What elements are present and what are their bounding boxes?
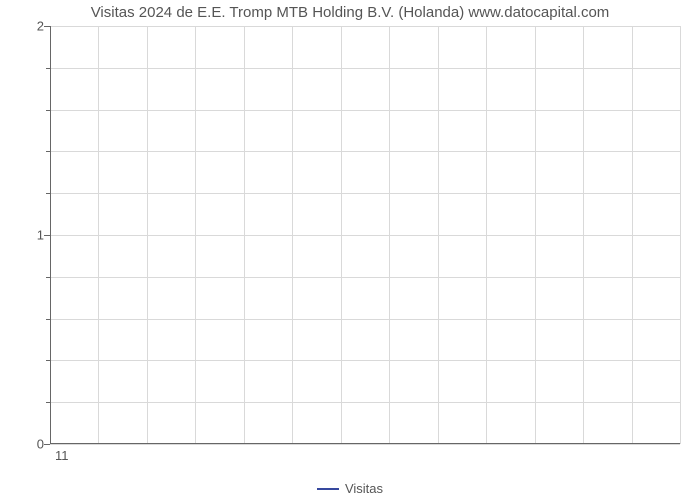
chart-title: Visitas 2024 de E.E. Tromp MTB Holding B… (0, 4, 700, 21)
y-tick-minor (46, 277, 50, 278)
grid-line-horizontal (50, 360, 680, 361)
grid-line-vertical (244, 26, 245, 444)
grid-line-horizontal (50, 110, 680, 111)
x-axis-line (50, 443, 680, 444)
grid-line-vertical (438, 26, 439, 444)
y-tick-minor (46, 360, 50, 361)
grid-line-vertical (341, 26, 342, 444)
y-tick-label: 1 (37, 228, 44, 243)
grid-line-vertical (680, 26, 681, 444)
grid-line-horizontal (50, 151, 680, 152)
y-axis-line (50, 26, 51, 444)
grid-line-vertical (147, 26, 148, 444)
legend-swatch (317, 488, 339, 490)
y-tick-label: 0 (37, 437, 44, 452)
x-tick-label: 11 (55, 448, 69, 463)
y-tick-minor (46, 402, 50, 403)
grid-line-vertical (583, 26, 584, 444)
grid-line-horizontal (50, 402, 680, 403)
grid-line-vertical (98, 26, 99, 444)
grid-line-horizontal (50, 26, 680, 27)
y-tick-minor (46, 319, 50, 320)
plot-area: 01211 (50, 26, 680, 444)
y-tick-minor (46, 151, 50, 152)
grid-line-vertical (389, 26, 390, 444)
y-tick-major (44, 235, 50, 236)
y-tick-minor (46, 68, 50, 69)
y-tick-minor (46, 193, 50, 194)
y-tick-label: 2 (37, 19, 44, 34)
grid-line-vertical (486, 26, 487, 444)
legend: Visitas (0, 480, 700, 496)
grid-line-vertical (292, 26, 293, 444)
y-tick-major (44, 26, 50, 27)
y-tick-minor (46, 110, 50, 111)
grid-line-vertical (195, 26, 196, 444)
grid-line-vertical (632, 26, 633, 444)
grid-line-vertical (535, 26, 536, 444)
chart-container: Visitas 2024 de E.E. Tromp MTB Holding B… (0, 0, 700, 500)
grid-line-horizontal (50, 193, 680, 194)
legend-label: Visitas (345, 481, 383, 496)
grid-line-horizontal (50, 277, 680, 278)
grid-line-horizontal (50, 68, 680, 69)
grid-line-horizontal (50, 444, 680, 445)
grid-line-horizontal (50, 319, 680, 320)
grid-line-horizontal (50, 235, 680, 236)
y-tick-major (44, 444, 50, 445)
